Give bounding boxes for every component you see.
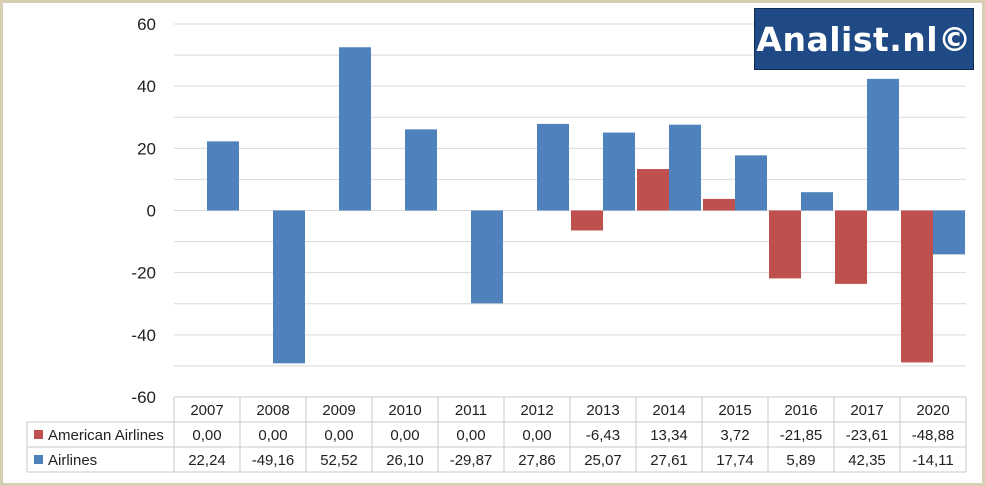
bar-airlines-2013: [603, 132, 635, 211]
legend-label: American Airlines: [48, 427, 164, 444]
data-label: 52,52: [320, 452, 358, 469]
legend-label: Airlines: [48, 452, 97, 469]
bar-airlines-2016: [801, 192, 833, 211]
data-label: -14,11: [912, 452, 953, 469]
category-label: 2007: [190, 402, 223, 419]
data-label: 13,34: [650, 427, 688, 444]
data-label: 26,10: [386, 452, 424, 469]
category-label: 2012: [520, 402, 553, 419]
bar-american-airlines-2013: [571, 210, 603, 231]
data-label: 17,74: [716, 452, 754, 469]
bar-airlines-2015: [735, 155, 767, 211]
data-label: 0,00: [192, 427, 221, 444]
y-tick-label: 60: [137, 15, 156, 34]
bar-airlines-2010: [405, 129, 437, 211]
bar-airlines-2007: [207, 141, 239, 211]
data-label: -29,87: [450, 452, 493, 469]
category-label: 2013: [586, 402, 619, 419]
data-label: 0,00: [324, 427, 353, 444]
bar-airlines-2020: [933, 210, 965, 255]
bar-airlines-2012: [537, 123, 569, 211]
data-label: 0,00: [258, 427, 287, 444]
category-label: 2009: [322, 402, 355, 419]
bar-airlines-2008: [273, 210, 305, 364]
y-tick-label: -20: [131, 264, 156, 283]
y-tick-label: 20: [137, 139, 156, 158]
data-label: 22,24: [188, 452, 226, 469]
analist-logo: Analist.nl©: [754, 8, 974, 70]
y-tick-label: 40: [137, 77, 156, 96]
data-label: 5,89: [786, 452, 815, 469]
category-label: 2015: [718, 402, 751, 419]
bar-american-airlines-2015: [703, 198, 735, 211]
bar-airlines-2017: [867, 78, 899, 211]
data-label: -23,61: [846, 427, 889, 444]
data-label: 25,07: [584, 452, 622, 469]
data-label: 0,00: [456, 427, 485, 444]
bar-airlines-2009: [339, 47, 371, 211]
data-label: 27,86: [518, 452, 556, 469]
y-tick-label: -60: [131, 388, 156, 407]
bar-american-airlines-2020: [901, 210, 933, 363]
bar-american-airlines-2014: [637, 169, 669, 211]
bar-airlines-2011: [471, 210, 503, 304]
data-label: 27,61: [650, 452, 688, 469]
data-label: -21,85: [780, 427, 823, 444]
data-label: 42,35: [848, 452, 886, 469]
category-label: 2017: [850, 402, 883, 419]
data-label: 0,00: [522, 427, 551, 444]
y-tick-label: 0: [147, 202, 156, 221]
legend-swatch: [34, 455, 43, 464]
data-label: 3,72: [720, 427, 749, 444]
category-label: 2008: [256, 402, 289, 419]
bar-airlines-2014: [669, 124, 701, 211]
y-tick-label: -40: [131, 326, 156, 345]
category-label: 2016: [784, 402, 817, 419]
legend-swatch: [34, 430, 43, 439]
data-label: -49,16: [252, 452, 295, 469]
category-label: 2014: [652, 402, 685, 419]
bar-american-airlines-2016: [769, 210, 801, 279]
category-label: 2020: [916, 402, 949, 419]
category-label: 2011: [455, 402, 487, 419]
data-label: -48,88: [912, 427, 955, 444]
data-label: 0,00: [390, 427, 419, 444]
data-label: -6,43: [586, 427, 620, 444]
bar-american-airlines-2017: [835, 210, 867, 284]
category-label: 2010: [388, 402, 421, 419]
